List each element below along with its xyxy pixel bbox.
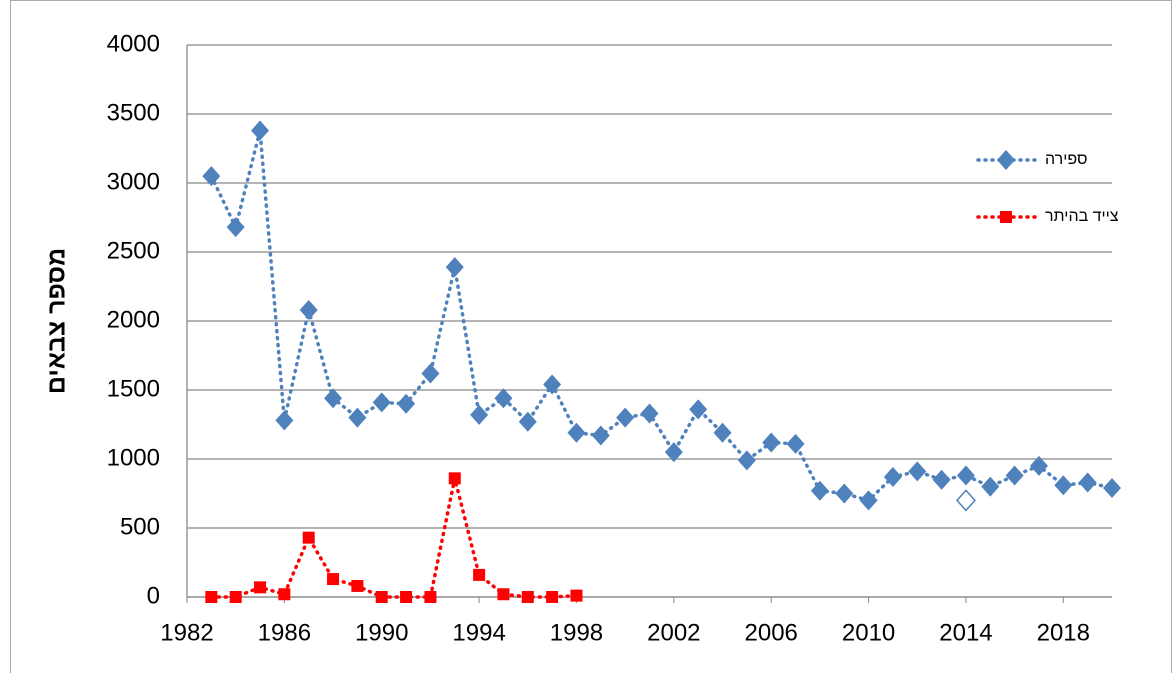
- y-tick-label: 2000: [107, 306, 160, 333]
- point: [570, 589, 583, 602]
- point: [205, 591, 218, 603]
- point: [400, 591, 413, 603]
- x-tick-label: 2006: [745, 619, 798, 646]
- legend-label: ספירה: [1045, 151, 1087, 168]
- point: [421, 363, 440, 384]
- y-tick-label: 2500: [107, 237, 160, 264]
- x-tick-label: 1990: [355, 619, 408, 646]
- point: [278, 588, 291, 601]
- y-tick-label: 1000: [107, 444, 160, 471]
- point: [664, 442, 683, 463]
- point: [497, 588, 510, 601]
- point: [397, 393, 416, 414]
- frame: [10, 0, 1172, 678]
- point: [448, 472, 461, 485]
- point: [689, 399, 708, 420]
- point: [1005, 465, 1024, 486]
- point: [543, 374, 562, 395]
- point: [810, 480, 829, 501]
- point: [1078, 472, 1097, 493]
- point: [955, 489, 976, 512]
- point: [302, 531, 315, 544]
- point: [859, 490, 878, 511]
- point: [473, 568, 486, 581]
- point: [226, 217, 245, 238]
- y-tick-label: 500: [120, 513, 160, 540]
- point: [932, 469, 951, 490]
- point: [616, 407, 635, 428]
- point: [713, 422, 732, 443]
- point: [883, 466, 902, 487]
- y-tick-label: 4000: [107, 30, 160, 57]
- point: [348, 407, 367, 428]
- x-tick-label: 1994: [452, 619, 505, 646]
- point: [981, 476, 1000, 497]
- point: [518, 411, 537, 432]
- x-tick-label: 1986: [258, 619, 311, 646]
- point: [251, 120, 270, 141]
- point: [375, 591, 388, 603]
- point: [567, 422, 586, 443]
- point: [494, 388, 513, 409]
- point: [470, 404, 489, 425]
- x-tick-label: 2010: [842, 619, 895, 646]
- point: [1000, 211, 1012, 223]
- point: [786, 433, 805, 454]
- point: [299, 299, 318, 320]
- point: [1103, 477, 1121, 498]
- point: [424, 591, 437, 603]
- point: [1054, 475, 1073, 496]
- point: [737, 450, 756, 471]
- point: [591, 425, 610, 446]
- y-tick-label: 1500: [107, 375, 160, 402]
- x-tick-label: 1982: [160, 619, 213, 646]
- point: [275, 410, 294, 431]
- legend-label: צייד בהיתר: [1045, 208, 1119, 225]
- point: [202, 166, 221, 187]
- point: [762, 432, 781, 453]
- point: [229, 591, 242, 603]
- y-axis-label: מספר צבאים: [43, 248, 71, 394]
- point: [956, 465, 975, 486]
- point: [445, 257, 464, 278]
- point: [521, 591, 534, 603]
- series-line: [209, 477, 579, 599]
- point: [1029, 455, 1048, 476]
- point: [372, 392, 391, 413]
- point: [997, 150, 1015, 170]
- point: [351, 579, 364, 592]
- x-tick-label: 1998: [550, 619, 603, 646]
- x-tick-label: 2002: [647, 619, 700, 646]
- point: [835, 483, 854, 504]
- point: [324, 388, 343, 409]
- point: [327, 573, 340, 586]
- point: [640, 403, 659, 424]
- point: [908, 461, 927, 482]
- point: [254, 581, 267, 594]
- y-tick-label: 0: [147, 582, 160, 609]
- x-tick-label: 2014: [939, 619, 992, 646]
- y-tick-label: 3000: [107, 168, 160, 195]
- point: [546, 591, 559, 603]
- x-tick-label: 2018: [1037, 619, 1090, 646]
- y-tick-label: 3500: [107, 99, 160, 126]
